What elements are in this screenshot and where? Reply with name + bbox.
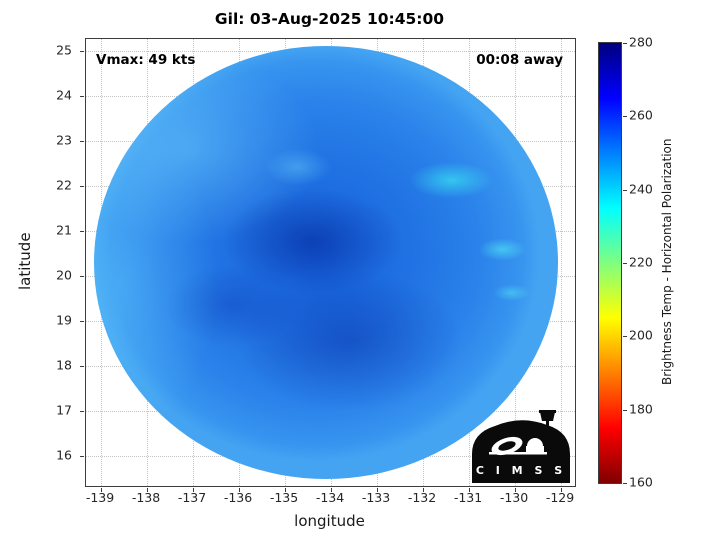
colorbar-tick-mark: [623, 336, 627, 338]
colorbar-tick-label: 220: [629, 254, 653, 270]
x-tick-label: -139: [85, 490, 115, 505]
x-tick-mark: [469, 488, 470, 492]
colorbar-tick-label: 280: [629, 34, 653, 50]
colorbar-tick-label: 260: [629, 107, 653, 123]
eta-annotation: 00:08 away: [476, 52, 563, 68]
x-tick-label: -138: [131, 490, 161, 505]
x-tick-mark: [331, 488, 332, 492]
colorbar-label: Brightness Temp - Horizontal Polarizatio…: [660, 138, 674, 386]
vmax-annotation: Vmax: 49 kts: [96, 52, 196, 68]
colorbar-tick-label: 240: [629, 181, 653, 197]
y-tick-label: 24: [56, 87, 72, 103]
x-tick-mark: [285, 488, 286, 492]
x-tick-label: -137: [177, 490, 207, 505]
x-tick-label: -132: [407, 490, 437, 505]
y-tick-mark: [80, 96, 84, 97]
y-tick-mark: [80, 276, 84, 277]
cimss-logo-text: C I M S S: [476, 464, 566, 477]
y-tick-label: 25: [56, 42, 72, 58]
x-tick-label: -133: [361, 490, 391, 505]
x-tick-mark: [101, 488, 102, 492]
y-tick-label: 19: [56, 312, 72, 328]
y-tick-label: 20: [56, 267, 72, 283]
y-tick-mark: [80, 231, 84, 232]
x-axis-label: longitude: [294, 512, 365, 530]
y-tick-mark: [80, 456, 84, 457]
y-tick-label: 21: [56, 222, 72, 238]
x-tick-label: -135: [269, 490, 299, 505]
gridline-x: [561, 39, 562, 486]
x-tick-labels: -139 -138 -137 -136 -135 -134 -133 -132 -131 -130…: [85, 490, 574, 506]
y-tick-labels: 25 24 23 22 21 20 19 18 17 16: [36, 38, 78, 485]
colorbar-tick-label: 160: [629, 474, 653, 490]
x-tick-mark: [239, 488, 240, 492]
y-tick-label: 18: [56, 357, 72, 373]
colorbar-tick-labels: 280 260 240 220 200 180 160: [629, 35, 663, 490]
x-tick-mark: [377, 488, 378, 492]
x-tick-label: -134: [315, 490, 345, 505]
y-tick-label: 16: [56, 447, 72, 463]
x-tick-mark: [561, 488, 562, 492]
x-tick-mark: [147, 488, 148, 492]
y-tick-mark: [80, 366, 84, 367]
y-tick-mark: [80, 185, 84, 187]
colorbar-tick-mark: [623, 263, 627, 264]
y-tick-label: 22: [56, 177, 72, 193]
x-tick-mark: [423, 488, 424, 492]
colorbar-tick-label: 180: [629, 401, 653, 417]
x-tick-label: -130: [499, 490, 529, 505]
observatory-dish-icon: [489, 436, 547, 456]
colorbar-tick-mark: [623, 43, 627, 44]
x-tick-label: -129: [545, 490, 575, 505]
y-tick-mark: [80, 320, 84, 322]
colorbar-tick-label: 200: [629, 327, 653, 343]
colorbar-tick-mark: [623, 483, 627, 484]
cimss-logo: C I M S S: [472, 410, 570, 483]
plot-title: Gil: 03-Aug-2025 10:45:00: [214, 10, 445, 28]
satellite-swath-disk: [94, 46, 558, 479]
y-axis-label: latitude: [16, 232, 34, 291]
colorbar-tick-mark: [623, 189, 627, 191]
y-tick-label: 17: [56, 402, 72, 418]
y-tick-mark: [80, 411, 84, 412]
y-tick-mark: [80, 141, 84, 142]
y-tick-label: 23: [56, 132, 72, 148]
water-tower-icon: [539, 410, 556, 430]
x-tick-label: -136: [223, 490, 253, 505]
x-tick-label: -131: [453, 490, 483, 505]
x-tick-mark: [193, 488, 194, 492]
y-tick-mark: [80, 51, 84, 52]
colorbar: [598, 42, 627, 484]
colorbar-tick-mark: [623, 116, 627, 118]
plot-area: Vmax: 49 kts 00:08 away C I M S S: [80, 38, 576, 492]
x-tick-mark: [515, 488, 516, 492]
colorbar-tick-mark: [623, 409, 627, 411]
